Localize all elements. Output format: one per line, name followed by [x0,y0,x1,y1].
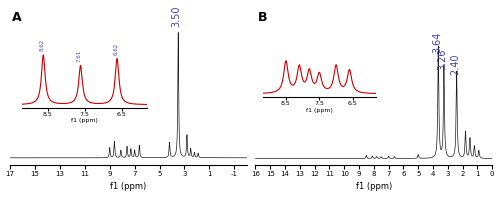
Text: A: A [12,11,22,24]
Text: 3.26: 3.26 [438,48,448,70]
Text: B: B [258,11,268,24]
Text: 3.50: 3.50 [172,6,181,27]
X-axis label: f1 (ppm): f1 (ppm) [356,182,392,191]
Text: 2.40: 2.40 [450,54,460,75]
X-axis label: f1 (ppm): f1 (ppm) [110,182,146,191]
Text: 3.64: 3.64 [432,31,442,53]
